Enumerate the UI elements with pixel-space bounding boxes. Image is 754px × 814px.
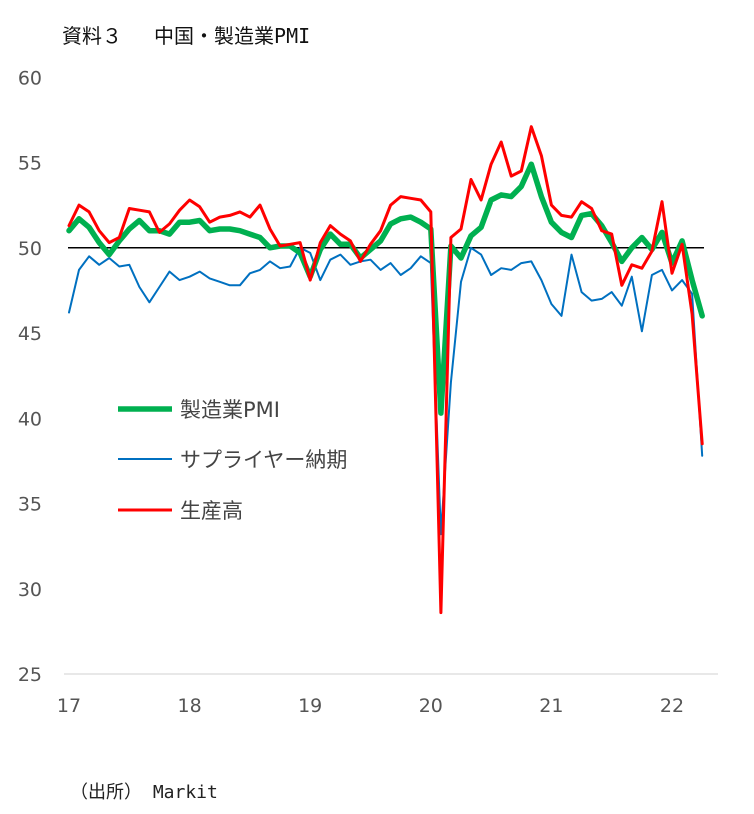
series-layer [66,125,705,615]
x-tick-label-22: 22 [660,695,684,717]
legend-label-output: 生産高 [180,499,243,523]
x-tick-label-18: 18 [178,695,202,717]
x-tick-label-19: 19 [298,695,322,717]
y-tick-label-55: 55 [18,153,42,175]
y-tick-label-25: 25 [18,664,42,686]
x-tick-label-20: 20 [419,695,443,717]
y-tick-label-50: 50 [18,238,42,260]
legend-label-pmi: 製造業PMI [180,398,280,422]
legend-label-supplier-delivery: サプライヤー納期 [180,448,347,472]
y-tick-label-60: 60 [18,67,42,89]
series-line-pmi [66,161,705,416]
axis-layer: 25 30 35 40 45 50 55 60 17 18 19 20 21 22 [18,67,718,717]
series-line-output [67,125,704,615]
y-tick-label-35: 35 [18,494,42,516]
x-tick-label-21: 21 [539,695,563,717]
x-tick-label-17: 17 [57,695,81,717]
y-tick-label-45: 45 [18,323,42,345]
y-tick-label-30: 30 [18,579,42,601]
series-line-supplier-delivery [68,246,704,536]
source-note: （出所） Markit [70,782,218,803]
y-tick-label-40: 40 [18,408,42,430]
chart-title: 資料３ 中国・製造業PMI [62,24,311,48]
